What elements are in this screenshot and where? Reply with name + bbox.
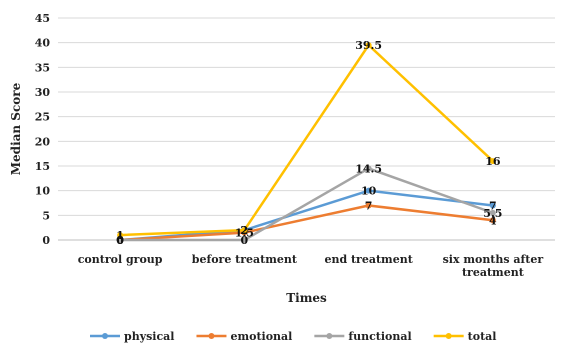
x-tick-label-control-group: control group xyxy=(78,253,163,266)
x-tick-label-before-treatment: before treatment xyxy=(192,253,298,266)
x-axis-ticks: control group before treatment end treatme… xyxy=(78,253,544,279)
gridlines xyxy=(58,17,555,216)
y-axis-ticks: 0 5 10 15 20 25 30 35 40 45 xyxy=(35,12,51,247)
data-label-emotional-six-months-after-treatment: 4 xyxy=(489,214,497,227)
y-tick-label: 5 xyxy=(42,209,50,222)
data-label-physical-before-treatment: 2 xyxy=(241,224,249,237)
y-tick-label: 10 xyxy=(35,185,51,198)
point-physical-six-months-after-treatment xyxy=(489,202,496,209)
data-label-total-before-treatment: 2 xyxy=(241,224,249,237)
series-lines xyxy=(117,42,496,243)
y-tick-label: 15 xyxy=(35,160,50,173)
point-total-control-group xyxy=(117,232,124,239)
data-label-functional-end-treatment: 14.5 xyxy=(355,162,382,175)
data-label-functional-control-group: 0 xyxy=(116,234,124,247)
y-tick-label: 0 xyxy=(42,234,50,247)
x-tick-label-end-treatment: end treatment xyxy=(324,253,413,266)
legend-item-physical: physical xyxy=(90,330,174,343)
point-physical-end-treatment xyxy=(365,187,372,194)
point-functional-six-months-after-treatment xyxy=(489,209,496,216)
y-axis-title: Median Score xyxy=(9,82,23,175)
data-label-emotional-end-treatment: 7 xyxy=(365,199,373,212)
y-tick-label: 20 xyxy=(35,135,51,148)
data-label-emotional-control-group: 0 xyxy=(116,234,124,247)
legend-marker-total xyxy=(445,333,452,339)
point-total-six-months-after-treatment xyxy=(489,158,496,165)
data-label-physical-end-treatment: 10 xyxy=(361,185,377,198)
point-emotional-end-treatment xyxy=(365,202,372,209)
y-tick-label: 30 xyxy=(35,86,51,99)
point-emotional-six-months-after-treatment xyxy=(489,217,496,224)
legend-label-functional: functional xyxy=(348,330,411,343)
y-tick-label: 40 xyxy=(35,37,51,50)
data-label-physical-control-group: 0 xyxy=(116,234,124,247)
legend-item-total: total xyxy=(433,330,497,343)
legend-marker-functional xyxy=(326,333,333,339)
legend-item-functional: functional xyxy=(314,330,412,343)
point-functional-end-treatment xyxy=(365,165,372,172)
legend-item-emotional: emotional xyxy=(196,330,292,343)
data-label-total-control-group: 1 xyxy=(116,229,124,242)
y-tick-label: 25 xyxy=(35,111,50,124)
legend: physical emotional functional total xyxy=(90,330,496,343)
point-total-before-treatment xyxy=(241,227,248,234)
legend-label-total: total xyxy=(468,330,497,343)
data-label-total-end-treatment: 39.5 xyxy=(355,39,382,52)
x-tick-label-six-months-after-treatment-1: six months after xyxy=(443,253,544,266)
legend-marker-emotional xyxy=(208,333,215,339)
point-functional-before-treatment xyxy=(241,237,248,243)
data-label-total-six-months-after-treatment: 16 xyxy=(485,155,501,168)
series-line-emotional xyxy=(120,204,494,242)
data-label-physical-six-months-after-treatment: 7 xyxy=(489,199,497,212)
x-axis-title: Times xyxy=(286,291,327,305)
data-label-functional-six-months-after-treatment: 5.5 xyxy=(483,207,502,220)
legend-label-physical: physical xyxy=(124,330,174,343)
x-tick-label-six-months-after-treatment-2: treatment xyxy=(462,266,525,279)
series-line-total xyxy=(120,43,494,237)
y-tick-label: 45 xyxy=(35,12,50,25)
series-line-functional xyxy=(120,167,494,242)
data-label-emotional-before-treatment: 1.5 xyxy=(235,227,254,240)
legend-marker-physical xyxy=(102,333,108,339)
point-functional-control-group xyxy=(117,237,124,243)
legend-label-emotional: emotional xyxy=(230,330,292,343)
data-label-functional-before-treatment: 0 xyxy=(241,234,249,247)
point-total-end-treatment xyxy=(365,42,372,49)
y-tick-label: 35 xyxy=(35,61,50,74)
